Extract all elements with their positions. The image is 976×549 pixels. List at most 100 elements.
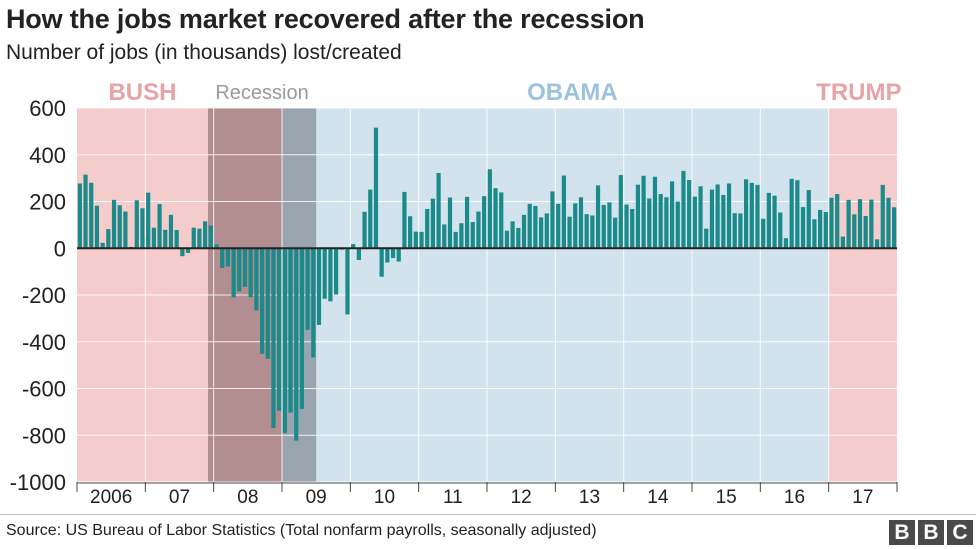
bar — [561, 175, 566, 249]
bbc-logo: B B C — [889, 520, 973, 545]
bar — [823, 212, 828, 249]
bar — [328, 248, 333, 302]
bar — [744, 179, 749, 249]
bar — [641, 175, 646, 249]
bar — [430, 198, 435, 249]
bar — [351, 244, 356, 249]
bar — [880, 184, 885, 249]
bar — [157, 204, 162, 249]
bar — [749, 182, 754, 249]
bar — [379, 248, 384, 277]
bar — [373, 127, 379, 249]
bar — [151, 227, 156, 249]
bar — [163, 229, 168, 249]
bar — [197, 228, 202, 249]
bar — [516, 227, 521, 249]
bar — [231, 248, 236, 298]
bar — [829, 197, 834, 249]
bar — [681, 170, 686, 249]
bar — [94, 205, 100, 249]
bar — [390, 248, 396, 259]
y-tick-label: -800 — [22, 423, 66, 448]
bar — [510, 221, 515, 249]
bar — [89, 182, 94, 249]
bar — [111, 199, 117, 249]
bar — [647, 198, 652, 249]
bar — [789, 178, 794, 249]
bar — [618, 175, 623, 249]
y-tick-label: 200 — [29, 190, 66, 215]
bar — [630, 208, 635, 249]
bar — [271, 248, 276, 429]
bar — [595, 185, 601, 249]
bar — [852, 214, 857, 249]
bar — [658, 194, 663, 249]
bar — [504, 230, 510, 249]
bbc-logo-letter: C — [947, 520, 973, 545]
bar — [772, 195, 777, 249]
bar — [453, 231, 458, 249]
bar — [356, 248, 361, 260]
bar — [778, 212, 783, 249]
bar — [590, 215, 595, 249]
x-tick-label: 08 — [237, 487, 258, 508]
x-tick-label: 2006 — [90, 487, 132, 508]
bar — [544, 213, 549, 249]
bar — [578, 197, 584, 249]
bar — [584, 214, 589, 249]
bar — [800, 207, 806, 249]
bar — [203, 221, 208, 249]
bbc-logo-letter: B — [889, 520, 915, 545]
bar — [493, 188, 498, 249]
bar — [214, 244, 219, 249]
bar — [766, 192, 771, 249]
bar — [436, 172, 441, 249]
bar — [362, 211, 367, 249]
footer-divider — [0, 514, 976, 515]
bar — [140, 208, 145, 249]
y-tick-label: 400 — [29, 143, 66, 168]
bar — [83, 174, 88, 249]
bar — [652, 176, 658, 249]
y-tick-label: -1000 — [10, 470, 66, 495]
bar — [874, 239, 880, 249]
bar — [225, 248, 230, 267]
bar — [100, 242, 105, 249]
bar — [533, 205, 538, 249]
bar — [482, 196, 487, 249]
bar — [692, 196, 697, 249]
bar — [783, 238, 789, 249]
bar — [567, 216, 572, 249]
bar — [487, 169, 492, 249]
bar — [459, 223, 464, 249]
bar — [248, 248, 253, 298]
x-tick-label: 17 — [852, 487, 873, 508]
recession-label: Recession — [215, 82, 308, 104]
bbc-logo-letter: B — [918, 520, 944, 545]
bar — [180, 248, 185, 257]
bar — [698, 186, 703, 249]
bar — [818, 209, 823, 249]
bar — [857, 199, 863, 249]
bar — [635, 184, 640, 249]
bar — [368, 189, 373, 249]
bar — [208, 225, 213, 249]
bar — [277, 248, 282, 411]
bar — [835, 194, 840, 249]
bar — [732, 213, 737, 249]
bar — [721, 194, 726, 249]
bar — [476, 211, 481, 249]
bar — [761, 218, 766, 249]
bar — [242, 248, 248, 287]
bar — [408, 216, 413, 249]
y-tick-label: -600 — [22, 377, 66, 402]
x-tick-label: 11 — [443, 487, 463, 508]
period-label-obama: OBAMA — [527, 79, 618, 106]
bar — [254, 248, 259, 311]
bar — [117, 205, 122, 249]
bar — [550, 191, 555, 249]
bar — [316, 248, 322, 325]
bar — [425, 208, 430, 249]
bar — [601, 205, 606, 249]
bar — [311, 248, 316, 358]
